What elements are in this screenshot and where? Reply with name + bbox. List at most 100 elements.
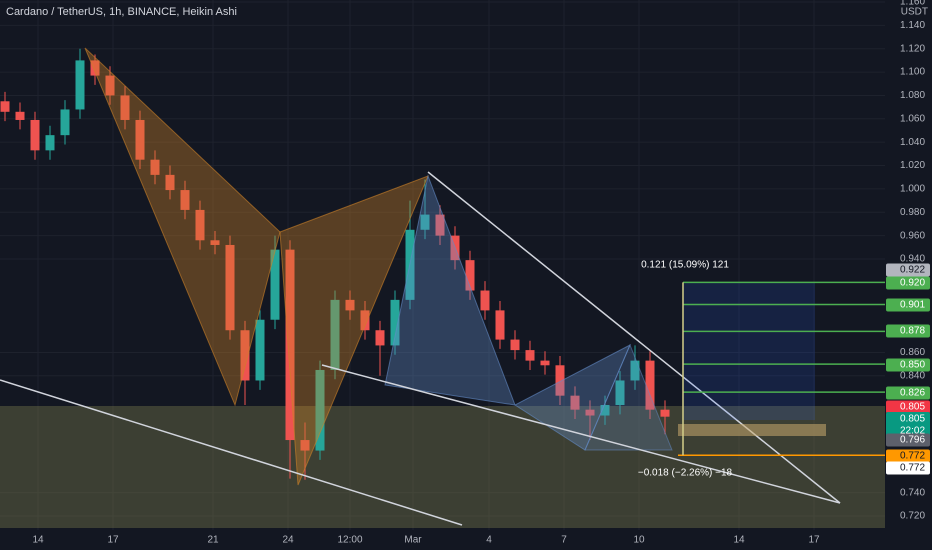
- candle-body: [30, 119, 40, 151]
- candle-body: [570, 395, 580, 410]
- x-tick-label: Mar: [404, 535, 422, 546]
- candle-body: [315, 369, 325, 451]
- x-tick-label: 10: [633, 535, 645, 546]
- candle-body: [630, 360, 640, 381]
- position-tool: 0.121 (15.09%) 121 −0.018 (−2.26%) −18: [638, 260, 885, 479]
- candle-body: [645, 360, 655, 410]
- candle-body: [105, 75, 115, 96]
- candle-body: [210, 240, 220, 245]
- pattern-triangle: [584, 343, 673, 451]
- candle-body: [120, 95, 130, 120]
- x-tick-label: 7: [561, 535, 567, 546]
- price-label-box: [886, 386, 930, 400]
- position-box: [683, 282, 815, 420]
- candle-body: [510, 339, 520, 351]
- x-tick-label: 17: [107, 535, 119, 546]
- y-tick-label: 1.160: [900, 0, 925, 8]
- entry-bar: [678, 424, 826, 436]
- price-label-box: [886, 433, 930, 447]
- measure-up-label: 0.121 (15.09%) 121: [641, 260, 729, 271]
- pattern-triangle: [384, 174, 516, 406]
- candle-body: [555, 365, 565, 396]
- price-label: 0.901: [900, 300, 925, 311]
- candle-body: [90, 60, 100, 76]
- x-tick-label: 21: [207, 535, 219, 546]
- candle-body: [195, 209, 205, 241]
- candle-body: [180, 190, 190, 210]
- candle-body: [165, 174, 175, 191]
- x-tick-label: 17: [808, 535, 820, 546]
- y-tick-label: 0.720: [900, 511, 925, 522]
- candle-body: [390, 299, 400, 346]
- x-tick-label: 14: [32, 535, 44, 546]
- chart-title: Cardano / TetherUS, 1h, BINANCE, Heikin …: [6, 6, 237, 18]
- y-tick-label: 1.140: [900, 20, 925, 31]
- price-label-box: [886, 276, 930, 290]
- candle-body: [225, 244, 235, 331]
- candle-body: [480, 290, 490, 311]
- price-label-box: [886, 449, 930, 463]
- y-tick-label: 1.040: [900, 137, 925, 148]
- candle-body: [240, 330, 250, 381]
- y-tick-label: 0.740: [900, 487, 925, 498]
- price-label: 0.826: [900, 388, 925, 399]
- price-label: 0.850: [900, 360, 925, 371]
- y-tick-label: 0.860: [900, 347, 925, 358]
- y-tick-label: 0.840: [900, 370, 925, 381]
- candle-body: [615, 380, 625, 406]
- candle-body: [525, 350, 535, 361]
- x-tick-label: 12:00: [337, 535, 362, 546]
- y-unit: USDT: [901, 7, 928, 18]
- price-axis: 1.160 1.140 1.120 1.100 1.080 1.060 1.040 1.020…: [885, 0, 932, 550]
- candle-body: [45, 135, 55, 151]
- price-label: 0.796: [900, 435, 925, 446]
- price-label: 0.920: [900, 278, 925, 289]
- candle-body: [285, 249, 295, 441]
- pattern-triangle: [84, 47, 281, 407]
- price-label: 0.805: [900, 414, 925, 425]
- price-label-box: [886, 324, 930, 338]
- price-label: 0.772: [900, 463, 925, 474]
- candle-body: [270, 249, 280, 320]
- x-tick-label: 14: [733, 535, 745, 546]
- y-tick-label: 1.000: [900, 184, 925, 195]
- candle-body: [540, 360, 550, 366]
- trend-line: [427, 171, 841, 504]
- y-tick-label: 1.060: [900, 113, 925, 124]
- y-tick-label: 0.980: [900, 207, 925, 218]
- candle-body: [75, 60, 85, 110]
- candle-body: [300, 440, 310, 451]
- y-tick-label: 0.940: [900, 254, 925, 265]
- y-tick-label: 1.020: [900, 160, 925, 171]
- candle-body: [345, 299, 355, 311]
- price-label-box: [886, 461, 930, 475]
- price-label-box: [886, 400, 930, 414]
- candle-body: [60, 109, 70, 136]
- candle-body: [15, 111, 25, 120]
- candle-body: [0, 101, 10, 112]
- price-label: 0.922: [900, 265, 925, 276]
- y-tick-label: 1.120: [900, 43, 925, 54]
- candle-body: [660, 409, 670, 417]
- price-label: 0.772: [900, 451, 925, 462]
- candle-body: [600, 405, 610, 416]
- candle-body: [330, 299, 340, 370]
- price-label-box: [886, 263, 930, 277]
- y-tick-label: 1.080: [900, 90, 925, 101]
- candle-body: [135, 119, 145, 160]
- trend-line: [321, 364, 841, 504]
- trend-line: [0, 379, 463, 526]
- price-label-box: [886, 358, 930, 372]
- candle-body: [150, 159, 160, 175]
- candle-body: [360, 310, 370, 331]
- x-tick-label: 4: [486, 535, 492, 546]
- y-tick-label: 1.100: [900, 67, 925, 78]
- price-label: 0.878: [900, 326, 925, 337]
- measure-down-label: −0.018 (−2.26%) −18: [638, 468, 733, 479]
- candle-body: [375, 330, 385, 346]
- price-label-box: [886, 298, 930, 312]
- candle-body: [585, 409, 595, 416]
